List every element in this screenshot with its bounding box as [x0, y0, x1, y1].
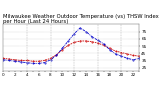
Text: Milwaukee Weather Outdoor Temperature (vs) THSW Index per Hour (Last 24 Hours): Milwaukee Weather Outdoor Temperature (v… [3, 14, 159, 24]
